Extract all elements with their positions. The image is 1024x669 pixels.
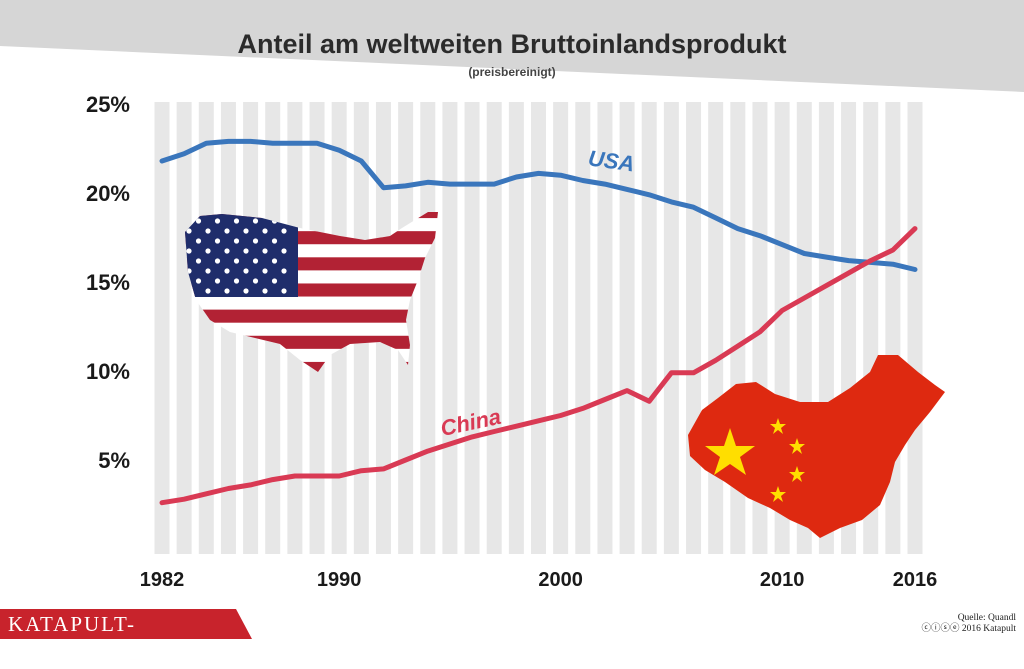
background-stripe [597, 102, 613, 554]
background-stripe [420, 102, 436, 554]
usa-flag-map [185, 212, 438, 372]
y-tick-label: 25% [86, 92, 130, 117]
y-tick-label: 5% [98, 448, 130, 473]
background-stripe [198, 102, 214, 554]
background-stripe [619, 102, 635, 554]
brand-logo[interactable]: KATAPULT-MAGAZIN.de [0, 609, 252, 639]
x-tick-label: 2000 [538, 569, 583, 591]
x-tick-label: 2016 [893, 569, 938, 591]
y-tick-label: 10% [86, 359, 130, 384]
background-stripe [154, 102, 170, 554]
china-small-star-icon [789, 466, 805, 482]
series-line-usa [159, 138, 918, 272]
background-stripe [641, 102, 657, 554]
chart-title: Anteil am weltweiten Bruttoinlandsproduk… [237, 29, 786, 59]
background-stripe [442, 102, 458, 554]
background-stripe [531, 102, 546, 554]
background-stripe [486, 102, 502, 554]
source-note: Quelle: Quandl ⓒⓘⓢⓔ 2016 Katapult [922, 613, 1016, 635]
background-stripe [176, 102, 192, 554]
source-line: Quelle: Quandl [957, 613, 1016, 623]
x-tick-label: 1982 [140, 569, 185, 591]
china-small-star-icon [770, 486, 786, 502]
background-stripe [708, 102, 724, 554]
background-stripe [508, 102, 524, 554]
x-tick-label: 2010 [760, 569, 805, 591]
series-label-usa: USA [587, 145, 636, 176]
x-tick-label: 1990 [317, 569, 362, 591]
background-stripe [663, 102, 679, 554]
background-stripe [575, 102, 591, 554]
background-stripe [464, 102, 480, 554]
chart-subtitle: (preisbereinigt) [468, 65, 555, 79]
header-band [0, 0, 1024, 92]
y-tick-label: 15% [86, 270, 130, 295]
background-stripe [553, 102, 569, 554]
china-small-star-icon [789, 438, 805, 454]
china-small-star-icon [770, 418, 786, 434]
y-tick-label: 20% [86, 181, 130, 206]
background-stripe [686, 102, 702, 554]
china-big-star-icon [705, 428, 755, 475]
background-stripe [907, 102, 923, 554]
series-line-china [159, 226, 918, 506]
y-axis-ticks: 5% 10% 15% 20% 25% [86, 92, 130, 473]
chart-canvas: Anteil am weltweiten Bruttoinlandsproduk… [0, 0, 1024, 591]
x-axis-ticks: 1982 1990 2000 2010 2016 [140, 569, 938, 591]
license-line: ⓒⓘⓢⓔ 2016 Katapult [921, 624, 1016, 634]
